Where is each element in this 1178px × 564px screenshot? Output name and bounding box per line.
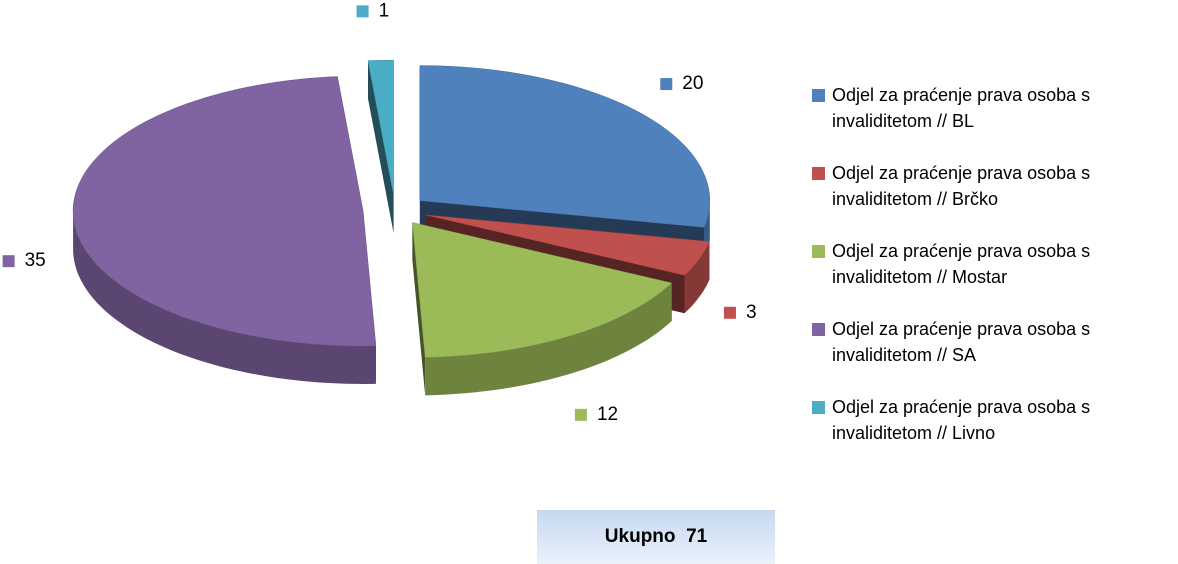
data-label: 20	[682, 73, 703, 94]
legend-item: Odjel za praćenje prava osoba s invalidi…	[810, 394, 1176, 472]
legend-swatch	[812, 401, 825, 414]
data-label: 35	[25, 250, 46, 271]
legend-swatch	[812, 167, 825, 180]
legend-label: Odjel za praćenje prava osoba s invalidi…	[832, 85, 1091, 131]
slice-top	[425, 214, 710, 276]
legend-label: Odjel za praćenje prava osoba s invalidi…	[832, 319, 1091, 365]
slice-rim	[425, 283, 672, 396]
slice-rim	[73, 211, 376, 384]
label-swatch	[2, 255, 15, 268]
label-swatch	[723, 306, 736, 319]
legend-label: Odjel za praćenje prava osoba s invalidi…	[832, 163, 1091, 209]
label-swatch	[660, 78, 673, 91]
label-swatch	[574, 408, 587, 421]
pie-chart: 20 3 12 35 1	[2, 0, 757, 425]
label-swatch	[356, 5, 369, 18]
total-box: Ukupno 71	[537, 510, 775, 564]
slice-rim	[684, 241, 710, 314]
data-label: 12	[597, 404, 618, 425]
slice	[72, 76, 377, 384]
legend: Odjel za praćenje prava osoba s invalidi…	[810, 82, 1176, 472]
legend-label: Odjel za praćenje prava osoba s invalidi…	[832, 241, 1091, 287]
data-label: 1	[379, 0, 390, 21]
slice-top	[72, 76, 377, 347]
slice	[367, 59, 394, 234]
legend-label: Odjel za praćenje prava osoba s invalidi…	[832, 397, 1091, 443]
data-label: 3	[746, 302, 757, 323]
legend-item: Odjel za praćenje prava osoba s invalidi…	[810, 82, 1176, 160]
legend-item: Odjel za praćenje prava osoba s invalidi…	[810, 238, 1176, 316]
slice-side	[412, 222, 426, 396]
legend-item: Odjel za praćenje prava osoba s invalidi…	[810, 160, 1176, 238]
legend-swatch	[812, 323, 825, 336]
slice-side	[368, 60, 394, 234]
slice-top	[412, 222, 673, 358]
slice-top	[367, 59, 394, 196]
slice	[412, 222, 673, 396]
slice-top	[419, 65, 711, 228]
legend-item: Odjel za praćenje prava osoba s invalidi…	[810, 316, 1176, 394]
legend-swatch	[812, 89, 825, 102]
legend-swatch	[812, 245, 825, 258]
